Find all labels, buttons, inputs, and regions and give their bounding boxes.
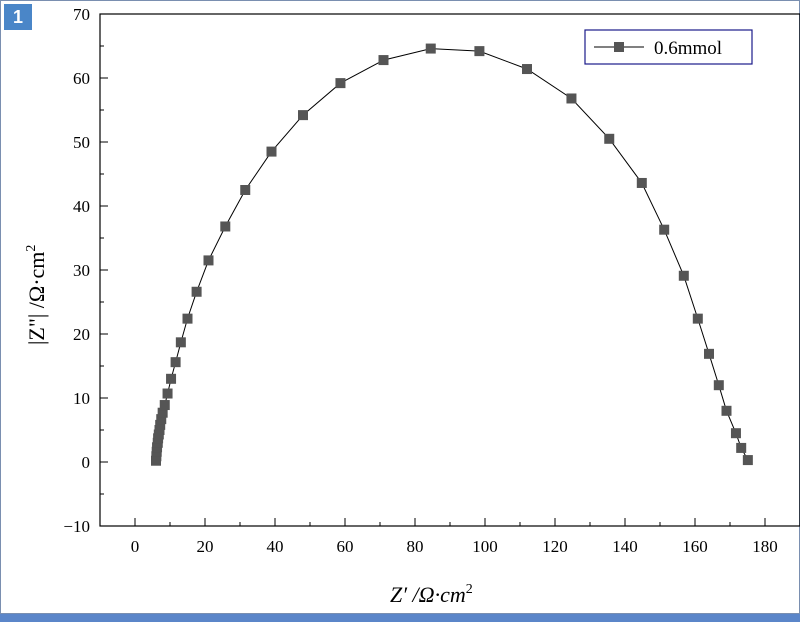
series-line — [155, 48, 749, 461]
data-point-marker — [721, 405, 732, 416]
legend-marker — [614, 42, 624, 52]
data-point-marker — [566, 93, 577, 104]
legend: 0.6mmol — [584, 29, 753, 65]
y-tick-label: 50 — [73, 133, 90, 152]
data-point-marker — [191, 286, 202, 297]
x-axis-title: Z′ /Ω·cm2 — [390, 582, 473, 607]
data-point-marker — [166, 373, 177, 384]
x-tick-label: 20 — [197, 537, 214, 556]
data-point-marker — [155, 419, 166, 430]
data-point-marker — [474, 46, 485, 57]
data-point-marker — [522, 64, 532, 75]
y-tick-label: 10 — [73, 389, 90, 408]
data-point-marker — [240, 185, 251, 195]
data-point-marker — [154, 425, 165, 435]
data-point-marker — [604, 133, 615, 144]
data-point-marker — [736, 442, 747, 453]
data-point-marker — [335, 78, 346, 89]
data-point-marker — [425, 43, 436, 54]
data-point-marker — [175, 337, 186, 348]
y-tick-label: −10 — [63, 517, 90, 536]
x-tick-label: 120 — [542, 537, 568, 556]
data-point-marker — [170, 357, 181, 368]
data-point-marker — [692, 313, 703, 324]
x-tick-label: 180 — [752, 537, 778, 556]
y-axis-title-superscript: 2 — [24, 245, 39, 252]
data-point-marker — [298, 110, 308, 121]
data-point-marker — [659, 224, 670, 235]
data-point-marker — [704, 348, 714, 359]
y-tick-label: 60 — [73, 69, 90, 88]
data-point-marker — [220, 221, 231, 232]
data-point-marker — [182, 313, 193, 324]
y-axis-title: |Z"| /Ω·cm2 — [24, 245, 49, 345]
data-point-marker — [678, 270, 689, 281]
data-point-marker — [159, 400, 170, 411]
x-tick-label: 80 — [407, 537, 424, 556]
y-tick-label: 30 — [73, 261, 90, 280]
y-tick-label: 20 — [73, 325, 90, 344]
x-axis-title-main: Z′ /Ω·cm — [390, 582, 466, 607]
y-tick-label: 70 — [73, 5, 90, 24]
y-tick-label: 40 — [73, 197, 90, 216]
data-point-marker — [162, 388, 173, 399]
y-axis-title-main: |Z"| /Ω·cm — [24, 252, 49, 345]
data-point-marker — [636, 177, 647, 188]
page-number-badge: 1 — [4, 4, 32, 30]
data-point-marker — [378, 55, 389, 66]
data-point-marker — [713, 380, 724, 391]
data-point-marker — [730, 428, 741, 439]
x-tick-label: 100 — [472, 537, 498, 556]
x-tick-label: 0 — [131, 537, 140, 556]
x-tick-label: 40 — [267, 537, 284, 556]
legend-label: 0.6mmol — [654, 38, 722, 59]
series-layer — [151, 43, 753, 466]
x-tick-label: 160 — [682, 537, 708, 556]
window-bottom-strip — [0, 614, 800, 622]
data-point-marker — [203, 255, 214, 266]
y-tick-label: 0 — [82, 453, 91, 472]
x-tick-label: 60 — [337, 537, 354, 556]
data-point-marker — [157, 407, 168, 418]
x-axis-title-superscript: 2 — [466, 582, 473, 597]
data-point-marker — [742, 455, 753, 466]
x-tick-label: 140 — [612, 537, 638, 556]
ticks-layer: 0 20 40 60 80 100 120 140 160 180 −10 0 10 20 30 40 50 60… — [63, 5, 777, 556]
data-point-marker — [266, 146, 277, 157]
data-point-marker — [156, 414, 167, 425]
